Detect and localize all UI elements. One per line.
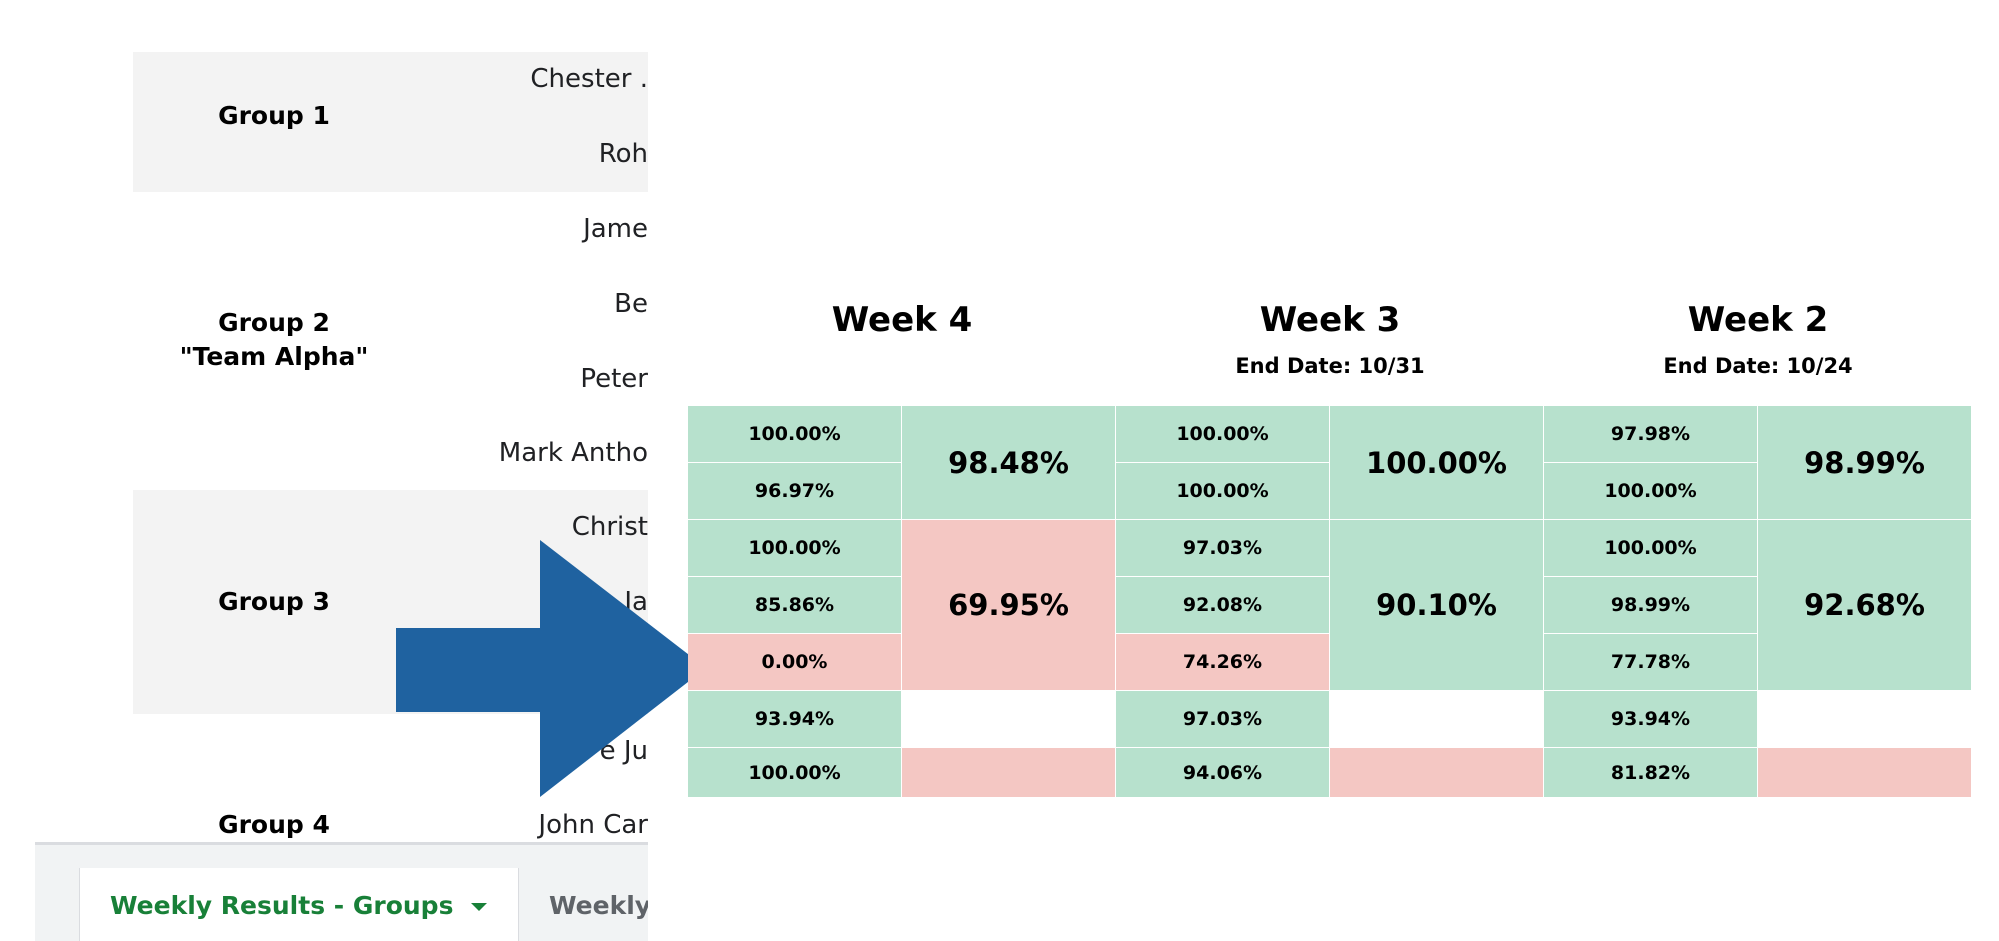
member-name[interactable]: Peter (580, 364, 648, 394)
group-2-label: Group 2 "Team Alpha" (133, 306, 415, 374)
individual-score-cell[interactable]: 97.03% (1116, 520, 1330, 577)
group-score-cell[interactable] (1758, 748, 1972, 798)
sheet-tab-bar: Weekly Results - Groups Weekly Res (35, 842, 648, 941)
week-header: Week 4 (688, 300, 1116, 340)
group-2-label-line2: "Team Alpha" (179, 342, 369, 371)
individual-score-cell[interactable]: 74.26% (1116, 634, 1330, 691)
individual-score-cell[interactable]: 85.86% (688, 577, 902, 634)
member-name[interactable]: Mark Antho (498, 438, 648, 468)
individual-score-cell[interactable]: 96.97% (688, 463, 902, 520)
individual-score-cell[interactable]: 100.00% (1544, 520, 1758, 577)
sheet-tab-weekly-results-groups[interactable]: Weekly Results - Groups (79, 868, 519, 941)
group-score-cell[interactable]: 69.95% (902, 520, 1116, 691)
individual-score-cell[interactable]: 93.94% (688, 691, 902, 748)
individual-score-cell[interactable]: 92.08% (1116, 577, 1330, 634)
individual-score-cell[interactable]: 97.98% (1544, 406, 1758, 463)
individual-score-cell[interactable]: 100.00% (688, 748, 902, 798)
individual-score-cell[interactable]: 0.00% (688, 634, 902, 691)
member-name[interactable]: Ja (624, 587, 648, 617)
member-name[interactable]: John Car (538, 810, 648, 840)
week-title: Week 3 (1259, 300, 1401, 340)
individual-score-cell[interactable]: 93.94% (1544, 691, 1758, 748)
sheet-tab-weekly-results[interactable]: Weekly Res (519, 868, 648, 941)
individual-score-cell[interactable]: 100.00% (1116, 406, 1330, 463)
group-1-label: Group 1 (218, 101, 330, 130)
group-2-label-line1: Group 2 (218, 308, 330, 337)
individual-score-cell[interactable]: 97.03% (1116, 691, 1330, 748)
week-end-date: End Date: 10/24 (1663, 354, 1853, 378)
member-name[interactable]: Be (614, 289, 648, 319)
individual-score-cell[interactable]: 100.00% (1544, 463, 1758, 520)
week-end-date: End Date: 10/31 (1235, 354, 1425, 378)
individual-score-cell[interactable]: 100.00% (688, 406, 902, 463)
week-header: Week 2 End Date: 10/24 (1544, 300, 1972, 380)
group-score-cell[interactable] (902, 748, 1116, 798)
week-header: Week 3 End Date: 10/31 (1116, 300, 1544, 380)
group-1-band (133, 52, 648, 192)
individual-score-cell[interactable]: 81.82% (1544, 748, 1758, 798)
individual-score-cell[interactable]: 100.00% (1116, 463, 1330, 520)
individual-score-cell[interactable]: 77.78% (1544, 634, 1758, 691)
group-score-cell[interactable]: 90.10% (1330, 520, 1544, 691)
group-score-cell[interactable]: 98.48% (902, 406, 1116, 520)
arrow-shape (396, 540, 706, 797)
member-name[interactable]: Christ (571, 512, 648, 542)
week-title: Week 2 (1687, 300, 1829, 340)
individual-score-cell[interactable]: 94.06% (1116, 748, 1330, 798)
right-arrow-icon (396, 540, 706, 797)
group-score-cell[interactable]: 100.00% (1330, 406, 1544, 520)
member-name[interactable]: Jame (583, 214, 648, 244)
sheet-tab-label: Weekly Results - Groups (110, 891, 454, 920)
group-score-cell[interactable] (1330, 748, 1544, 798)
group-4-label: Group 4 (218, 810, 330, 839)
week-title: Week 4 (831, 300, 973, 340)
member-name[interactable]: Roh (598, 139, 648, 169)
group-3-label: Group 3 (218, 587, 330, 616)
group-score-cell[interactable]: 98.99% (1758, 406, 1972, 520)
member-name[interactable]: Chester . (530, 64, 648, 94)
individual-score-cell[interactable]: 98.99% (1544, 577, 1758, 634)
group-score-cell[interactable]: 92.68% (1758, 520, 1972, 691)
caret-down-icon[interactable] (471, 903, 488, 911)
individual-score-cell[interactable]: 100.00% (688, 520, 902, 577)
sheet-tab-label: Weekly Res (549, 891, 648, 920)
sheet-left-panel: Group 1 Group 2 "Team Alpha" Group 3 Gro… (0, 0, 648, 941)
